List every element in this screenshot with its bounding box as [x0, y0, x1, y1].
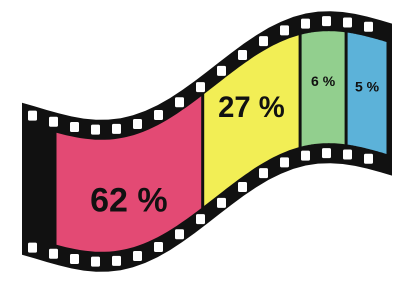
page: {"chart_data": {"type": "filmstrip", "va…: [0, 0, 406, 293]
sprocket-hole: [133, 251, 142, 261]
sprocket-hole: [301, 151, 310, 161]
sprocket-hole: [364, 22, 373, 32]
sprocket-hole: [217, 66, 226, 76]
sprocket-hole: [301, 19, 310, 29]
sprocket-hole: [364, 154, 373, 164]
sprocket-hole: [91, 257, 100, 267]
sprocket-hole: [49, 117, 58, 127]
sprocket-hole: [259, 36, 268, 46]
sprocket-hole: [343, 150, 352, 160]
sprocket-hole: [112, 256, 121, 266]
sprocket-hole: [196, 82, 205, 92]
sprocket-hole: [322, 16, 331, 26]
sprocket-hole: [154, 110, 163, 120]
sprocket-hole: [238, 50, 247, 60]
sprocket-hole: [91, 125, 100, 135]
value-label: 5 %: [355, 78, 380, 94]
sprocket-hole: [196, 214, 205, 224]
sprocket-hole: [217, 198, 226, 208]
sprocket-hole: [175, 97, 184, 107]
sprocket-hole: [322, 148, 331, 158]
sprocket-hole: [49, 249, 58, 259]
sprocket-hole: [70, 254, 79, 264]
sprocket-hole: [70, 122, 79, 132]
sprocket-hole: [154, 242, 163, 252]
sprocket-hole: [28, 243, 37, 253]
sprocket-hole: [238, 182, 247, 192]
sprocket-hole: [343, 18, 352, 28]
sprocket-hole: [112, 124, 121, 134]
sprocket-hole: [175, 229, 184, 239]
sprocket-hole: [280, 25, 289, 35]
value-label: 6 %: [311, 73, 336, 89]
sprocket-hole: [280, 157, 289, 167]
sprocket-hole: [259, 168, 268, 178]
chart: 62 % 27 % 6 % 5 %: [0, 0, 406, 293]
sprocket-hole: [133, 119, 142, 129]
value-label: 27 %: [218, 92, 285, 124]
value-label: 62 %: [90, 181, 168, 219]
sprocket-hole: [28, 111, 37, 121]
